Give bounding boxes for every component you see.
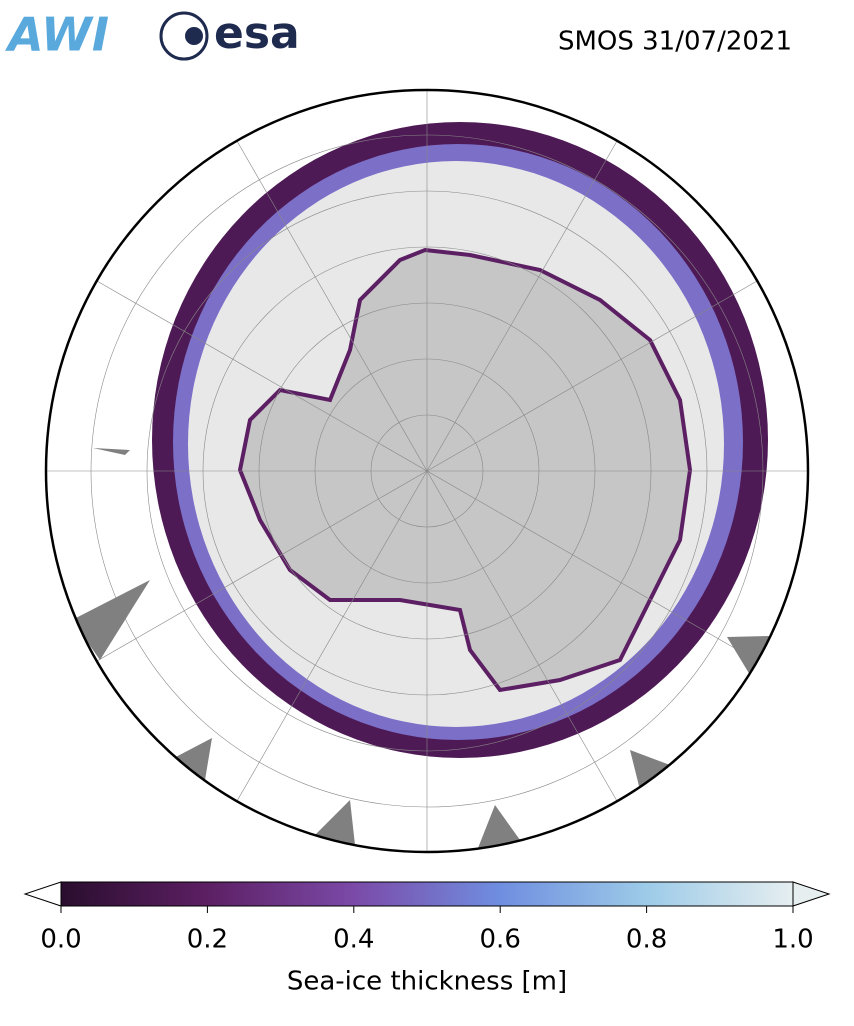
land-masks	[72, 448, 770, 848]
cb-extend-high	[792, 881, 831, 907]
esa-emblem	[159, 11, 209, 61]
esa-emblem-dot	[185, 27, 203, 45]
cb-extend-low	[23, 881, 62, 907]
map-frame	[44, 88, 810, 854]
colorbar-label: Sea-ice thickness [m]	[287, 967, 567, 997]
map	[46, 90, 808, 852]
colorbar	[23, 881, 831, 913]
cb-tick-label: 0.4	[333, 925, 374, 955]
cb-tick-label: 0.6	[480, 925, 521, 955]
cb-tick-label: 0.8	[626, 925, 667, 955]
cb-tick-label: 0.2	[187, 925, 228, 955]
cb-tick-label: 0.0	[40, 925, 81, 955]
graticule	[46, 90, 808, 852]
esa-logo: esa	[214, 8, 300, 59]
awi-logo: AWI	[5, 8, 109, 62]
cb-tick-label: 1.0	[772, 925, 813, 955]
title: SMOS 31/07/2021	[558, 27, 792, 57]
antarctica	[237, 247, 693, 693]
cb-bar	[60, 881, 794, 907]
